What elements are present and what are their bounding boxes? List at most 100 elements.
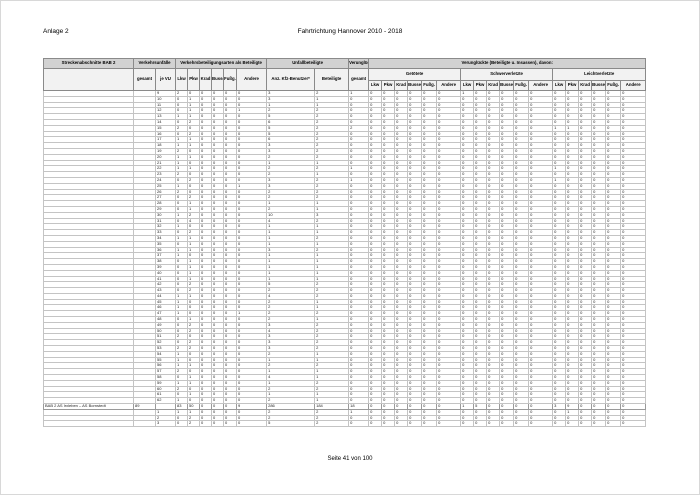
header-fussg: Fußg.: [223, 68, 238, 91]
table-row: 28 0 1 0 0 0 0 1 1 0 0 0 0 0 0 0 0 0 0 0 0 0 0 0 0 0 0 0: [43, 200, 647, 207]
value-cell: 0: [620, 223, 647, 231]
table-row: 40 0 1 0 0 0 0 1 1 0 0 0 0 0 0 0 0 0 0 0 0 0 0 0 0 0 0 0: [43, 269, 647, 277]
table-row: 26 2 0 0 0 0 0 2 2 0 0 0 0 0 0 0 0 0 0 0 0 0 0 0 0 0 0 0: [43, 188, 647, 196]
value-cell: 0: [236, 229, 268, 236]
table-row: 18 1 1 0 0 0 0 3 2 0 0 0 0 0 0 0 0 0 0 0 0 0 0 0 0 0 0 0: [43, 142, 647, 149]
value-cell: 0: [486, 420, 501, 428]
value-cell: 0: [236, 159, 268, 167]
value-cell: 0: [236, 420, 268, 428]
value-cell: 0: [620, 136, 647, 144]
value-cell: 0: [591, 420, 607, 428]
value-cell: 16: [154, 130, 177, 138]
header-sub-pkw: Pkw: [473, 80, 488, 91]
value-cell: 0: [236, 223, 268, 231]
value-cell: 19: [154, 147, 177, 155]
header-schwerverletzte: Schwerverletzte: [460, 68, 554, 81]
value-cell: 0: [236, 200, 268, 207]
value-cell: 17: [154, 136, 177, 144]
value-cell: 0: [407, 420, 423, 428]
table-row: 19 2 0 0 0 0 0 3 2 0 0 0 0 0 0 0 0 0 0 0 0 0 0 0 0 0 0 0: [43, 147, 647, 155]
header-unfallbeteiligte: Unfallbeteiligte: [266, 58, 350, 69]
header-sub-andere: Andere: [620, 80, 647, 91]
value-cell: 0: [236, 153, 268, 161]
value-cell: 0: [348, 420, 370, 428]
value-cell: 0: [175, 420, 189, 428]
value-cell: 0: [394, 420, 409, 428]
value-cell: 0: [513, 420, 530, 428]
accident-statistics-table: Streckenabschnitte BAB 2 Verkehrsunfälle…: [43, 58, 647, 428]
value-cell: 0: [620, 234, 647, 242]
value-cell: 31: [154, 217, 177, 225]
value-cell: 21: [154, 159, 177, 167]
value-cell: [133, 420, 156, 428]
header-group-row: Streckenabschnitte BAB 2 Verkehrsunfälle…: [43, 58, 647, 69]
header-vehicle-row: Lkw Pkw Krad Busse Fußg. Andere Lkw Pkw Krad Buss…: [44, 80, 647, 91]
header-getoetete: Getötete: [368, 68, 462, 81]
value-cell: 26: [154, 188, 177, 196]
header-je-vu: je VU: [154, 68, 177, 91]
table-row: 32 1 0 0 0 0 0 1 1 0 0 0 0 0 0 0 0 0 0 0 0 0 0 0 0 0 0 0: [43, 223, 647, 231]
header-sub-lkw: Lkw: [460, 80, 475, 91]
value-cell: 1: [236, 182, 268, 190]
value-cell: 0: [236, 205, 268, 213]
value-cell: 0: [620, 246, 647, 254]
value-cell: 0: [381, 420, 396, 428]
value-cell: 0: [620, 165, 647, 173]
value-cell: 0: [236, 194, 268, 202]
value-cell: 0: [236, 171, 268, 178]
value-cell: 0: [460, 420, 475, 428]
value-cell: 30: [154, 211, 177, 219]
table-row: 50 0 2 0 0 0 0 4 2 0 0 0 0 0 0 0 0 0 0 0 0 0 0 0 0 0 0 0: [43, 327, 647, 335]
value-cell: 0: [236, 124, 268, 132]
header-verkehrsunfaelle: Verkehrsunfälle: [132, 58, 177, 69]
value-cell: 28: [154, 200, 177, 207]
value-cell: 0: [620, 142, 647, 149]
table-body: 9 2 0 0 0 0 0 3 2 1 0 0 0 0 0 0 1 0 0 0 0 0 0 0 0 0 0 0 10 0 1 0 0 0 0 3 1 0 0…: [43, 90, 647, 428]
header-sub-fussg: Fußg.: [513, 80, 530, 91]
value-cell: 0: [236, 246, 268, 254]
header-sub-pkw: Pkw: [565, 80, 580, 91]
table-row: 27 0 2 0 0 0 0 2 2 0 0 0 0 0 0 0 0 0 0 0 0 0 0 0 0 0 0 0: [43, 194, 647, 202]
value-cell: 15: [154, 124, 177, 132]
value-cell: 33: [154, 229, 177, 236]
section-total-row: BAB 2 AS Irxleben – AS Bornstedt 89 83 50 0 0…: [43, 403, 647, 410]
header-sub-busse: Busse: [407, 80, 423, 91]
table-row: 24 0 2 0 0 0 0 3 2 1 0 0 0 0 0 0 0 0 0 0 0 0 1 0 0 0 0 0: [43, 176, 647, 184]
table-row: 34 1 1 0 0 0 0 1 2 0 0 0 0 0 0 0 0 0 0 0 0 0 0 0 0 0 0 0: [43, 234, 647, 242]
table-row: 17 1 1 0 0 0 0 6 2 0 0 0 0 0 0 0 0 0 0 0 0 0 0 0 0 0 0 0: [43, 136, 647, 144]
header-sub-fussg: Fußg.: [605, 80, 622, 91]
table-row: 57 2 0 0 0 0 0 1 1 0 0 0 0 0 0 0 0 0 0 0 0 0 0 0 0 0 0 0: [43, 368, 647, 376]
header-sub-andere: Andere: [436, 80, 462, 91]
table-row: 47 1 0 0 0 0 1 2 2 0 0 0 0 0 0 0 0 0 0 0 0 0 0 0 0 0 0 0: [43, 310, 647, 318]
value-cell: 35: [154, 240, 177, 248]
value-cell: 0: [605, 420, 622, 428]
table-row: 11 0 1 0 0 0 0 1 1 0 0 0 0 0 0 0 0 0 0 0 0 0 0 0 0 0 0 0: [43, 101, 647, 109]
value-cell: 0: [499, 420, 515, 428]
value-cell: 0: [565, 420, 580, 428]
header-krad: Krad: [199, 68, 213, 91]
value-cell: 0: [620, 420, 647, 428]
value-cell: 0: [620, 130, 647, 138]
header-busse: Busse: [211, 68, 225, 91]
value-cell: 0: [236, 188, 268, 196]
table-row: 36 1 1 0 0 0 0 3 2 0 0 0 0 0 0 0 0 0 0 0 0 0 0 0 0 0 0 0: [43, 246, 647, 254]
header-sub-row: gesamt je VU Lkw Pkw Krad Busse Fußg. An…: [43, 68, 647, 91]
value-cell: 20: [154, 153, 177, 161]
value-cell: 0: [436, 420, 462, 428]
value-cell: 0: [236, 165, 268, 173]
value-cell: 0: [620, 153, 647, 161]
value-cell: 0: [421, 420, 438, 428]
value-cell: 0: [236, 142, 268, 149]
value-cell: 0: [620, 200, 647, 207]
table-row: 53 2 2 0 0 0 0 3 2 0 0 0 0 0 0 0 0 0 0 0 0 0 0 0 0 0 0 0: [43, 345, 647, 352]
table-row: 30 1 2 0 0 0 0 10 3 0 0 0 0 0 0 0 0 0 0 0 0 0 0 0 0 0 0 0: [43, 211, 647, 219]
value-cell: 0: [199, 420, 213, 428]
table-row: 35 0 1 0 0 0 0 1 1 0 0 0 0 0 0 0 0 0 0 0 0 0 0 0 0 0 0 0: [43, 240, 647, 248]
header-sub-andere: Andere: [528, 80, 554, 91]
page-number: Seite 41 von 100: [327, 456, 373, 462]
header-sub-pkw: Pkw: [381, 80, 396, 91]
value-cell: 24: [154, 176, 177, 184]
table-row: 23 2 0 0 0 0 0 2 1 0 0 0 0 0 0 0 0 0 0 0 0 0 0 0 0 0 0 0: [43, 171, 647, 178]
